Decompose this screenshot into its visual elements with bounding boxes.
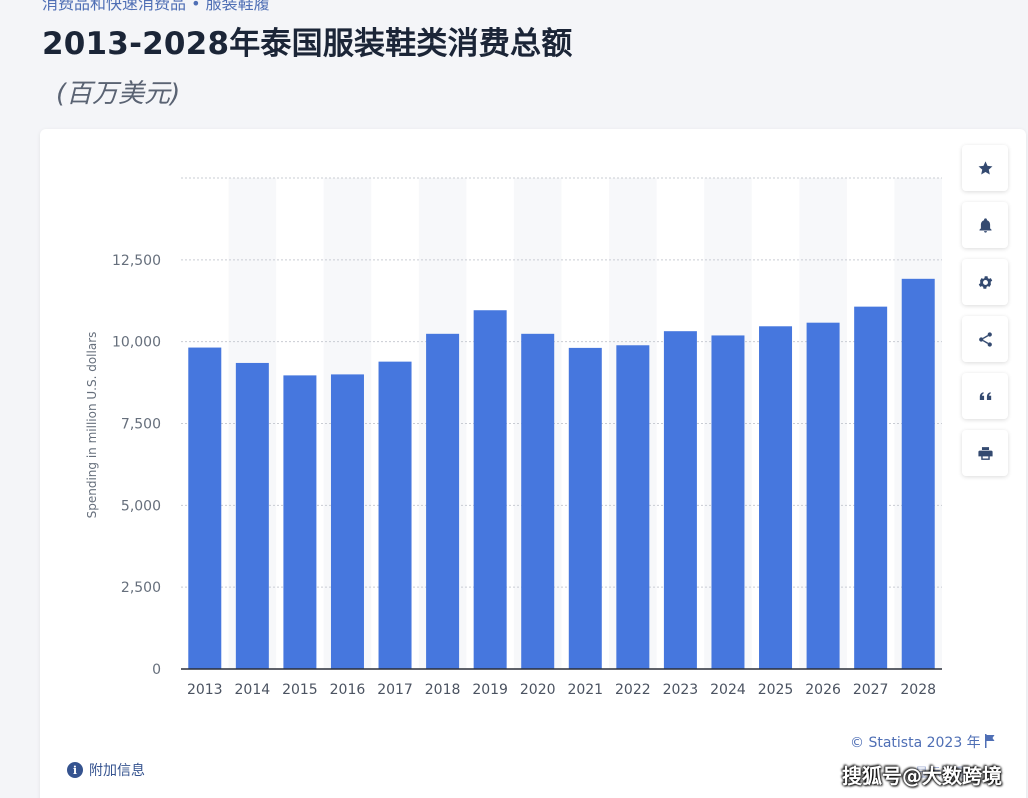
y-tick-label: 5,000 (121, 498, 161, 514)
x-tick-label: 2017 (377, 682, 413, 698)
y-tick-label: 10,000 (112, 335, 161, 351)
x-tick-label: 2023 (663, 682, 699, 698)
bar[interactable] (854, 306, 888, 669)
print-button[interactable] (962, 430, 1008, 476)
x-tick-label: 2027 (853, 682, 889, 698)
print-icon (977, 446, 993, 460)
bar[interactable] (663, 331, 697, 669)
bar[interactable] (568, 347, 602, 669)
bar[interactable] (616, 345, 650, 669)
info-icon: i (67, 762, 83, 778)
y-tick-label: 12,500 (112, 253, 161, 269)
show-source-link[interactable]: 显示资源 (915, 766, 968, 781)
share-button[interactable] (962, 316, 1008, 362)
quote-icon (979, 391, 991, 400)
star-icon (978, 160, 992, 174)
x-tick-label: 2019 (472, 682, 508, 698)
cite-button[interactable] (962, 373, 1008, 419)
watermark: 搜狐号@大数跨境 (842, 764, 1002, 788)
y-axis-title: Spending in million U.S. dollars (85, 331, 99, 519)
x-tick-label: 2024 (710, 682, 746, 698)
bar[interactable] (759, 326, 793, 669)
additional-info-label: 附加信息 (89, 763, 145, 779)
gear-icon (978, 275, 992, 289)
bar[interactable] (426, 333, 460, 669)
notification-button[interactable] (962, 202, 1008, 248)
bar[interactable] (188, 347, 222, 669)
x-tick-label: 2018 (425, 682, 461, 698)
share-icon (978, 331, 992, 347)
x-tick-label: 2015 (282, 682, 318, 698)
x-tick-label: 2014 (235, 682, 271, 698)
page-title: 2013-2028年泰国服装鞋类消费总额 (42, 26, 573, 62)
favorite-button[interactable] (962, 145, 1008, 191)
bar[interactable] (235, 362, 269, 669)
settings-button[interactable] (962, 259, 1008, 305)
y-tick-label: 7,500 (121, 417, 161, 433)
x-tick-label: 2028 (900, 682, 936, 698)
breadcrumb[interactable]: 消费品和快速消费品 • 服装鞋履 (42, 0, 270, 13)
chart-toolbar (962, 145, 1010, 487)
bar[interactable] (473, 310, 507, 669)
x-tick-label: 2025 (758, 682, 794, 698)
y-tick-label: 0 (152, 662, 161, 678)
bar[interactable] (711, 335, 745, 669)
bar[interactable] (521, 333, 555, 669)
x-tick-label: 2016 (330, 682, 366, 698)
bar[interactable] (330, 374, 364, 669)
bar[interactable] (901, 278, 935, 669)
additional-info-link[interactable]: i 附加信息 (67, 760, 145, 780)
bar[interactable] (283, 375, 317, 669)
y-tick-label: 2,500 (121, 580, 161, 596)
x-tick-label: 2022 (615, 682, 651, 698)
bar[interactable] (806, 322, 840, 669)
x-tick-label: 2021 (567, 682, 603, 698)
x-tick-label: 2026 (805, 682, 841, 698)
bar[interactable] (378, 361, 412, 669)
source-credit[interactable]: © Statista 2023 年 (850, 735, 981, 751)
x-tick-label: 2020 (520, 682, 556, 698)
bell-icon (978, 217, 992, 233)
x-tick-label: 2013 (187, 682, 223, 698)
flag-icon[interactable] (984, 734, 996, 748)
page-subtitle: (百万美元) (56, 79, 181, 109)
